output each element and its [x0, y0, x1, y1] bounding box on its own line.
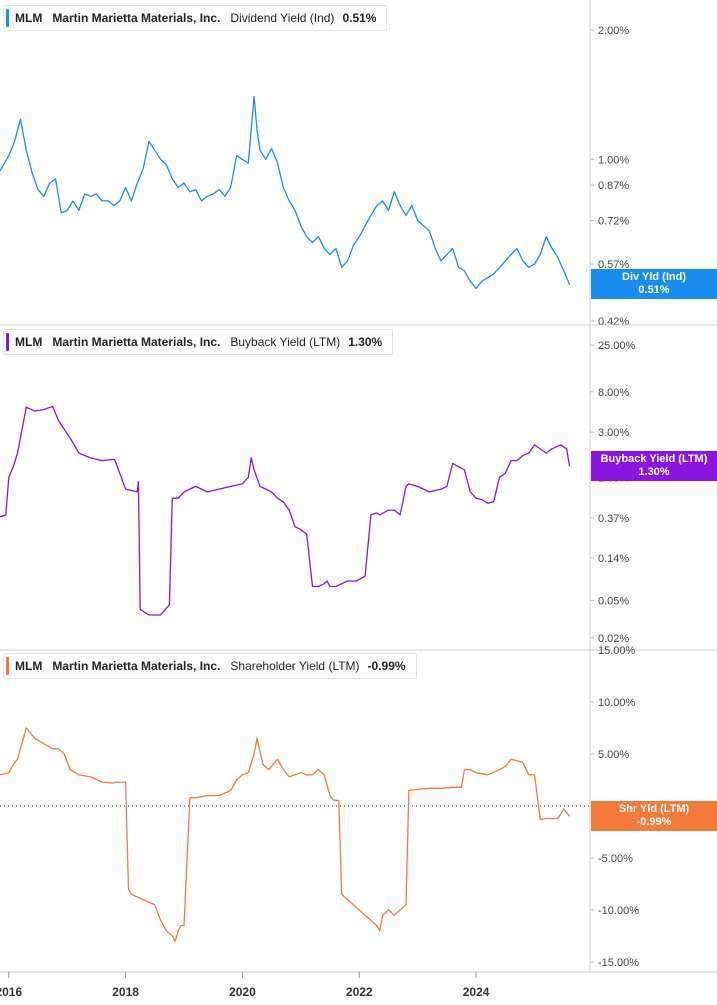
legend-company: Martin Marietta Materials, Inc. — [52, 11, 221, 25]
legend-metric: Buyback Yield (LTM) — [230, 335, 341, 349]
legend-value: 1.30% — [348, 335, 383, 349]
legend-ticker: MLM — [15, 11, 43, 25]
y-tick-label: 0.14% — [598, 553, 629, 565]
y-tick-label: 0.57% — [598, 259, 629, 271]
legend-color-swatch — [6, 9, 9, 27]
y-tick-label: 15.00% — [598, 645, 636, 657]
legend-metric: Shareholder Yield (LTM) — [230, 659, 360, 673]
legend-buyback-yield: MLM Martin Marietta Materials, Inc. Buyb… — [3, 329, 394, 355]
y-tick-label: 1.00% — [598, 154, 629, 166]
series-line-dividend-yield-ind — [0, 95, 571, 290]
y-tick-label: 0.37% — [598, 513, 629, 525]
x-tick-label: 2024 — [463, 985, 490, 999]
legend-company: Martin Marietta Materials, Inc. — [52, 335, 221, 349]
legend-value: -0.99% — [367, 659, 406, 673]
series-line-shareholder-yield-ltm — [0, 727, 571, 942]
x-tick-label: 2018 — [112, 985, 139, 999]
legend-value: 0.51% — [342, 11, 377, 25]
y-tick-label: -5.00% — [598, 853, 633, 865]
legend-ticker: MLM — [15, 659, 43, 673]
legend-metric: Dividend Yield (Ind) — [230, 11, 335, 25]
y-tick-label: 0.42% — [598, 316, 629, 328]
y-tick-label: 0.05% — [598, 595, 629, 607]
legend-color-swatch — [6, 657, 9, 675]
y-tick-label: 0.87% — [598, 180, 629, 192]
tag-value: 1.30% — [638, 466, 670, 478]
y-tick-label: 0.72% — [598, 216, 629, 228]
x-tick-label: 2020 — [229, 985, 256, 999]
y-tick-label: -15.00% — [598, 957, 639, 969]
y-tick-label: 5.00% — [598, 749, 629, 761]
x-tick-label: 2022 — [346, 985, 373, 999]
y-tick-label: 25.00% — [598, 340, 636, 352]
tag-buyback-yield: Buyback Yield (LTM) 1.30% — [591, 451, 717, 481]
legend-ticker: MLM — [15, 335, 43, 349]
tag-value: -0.99% — [636, 816, 672, 828]
x-tick-label: 2016 — [0, 985, 22, 999]
tag-label: Buyback Yield (LTM) — [600, 453, 708, 465]
tag-label: Div Yld (Ind) — [622, 271, 686, 283]
tag-label: Shr Yld (LTM) — [618, 803, 690, 815]
legend-shareholder-yield: MLM Martin Marietta Materials, Inc. Shar… — [3, 653, 417, 679]
y-tick-label: 3.00% — [598, 427, 629, 439]
y-tick-label: 2.00% — [598, 25, 629, 37]
y-tick-label: 8.00% — [598, 387, 629, 399]
legend-dividend-yield: MLM Martin Marietta Materials, Inc. Divi… — [3, 5, 388, 31]
tag-dividend-yield: Div Yld (Ind) 0.51% — [591, 269, 717, 299]
y-tick-label: 0.02% — [598, 633, 629, 645]
y-tick-label: -10.00% — [598, 905, 639, 917]
legend-color-swatch — [6, 333, 9, 351]
tag-shareholder-yield: Shr Yld (LTM) -0.99% — [591, 801, 717, 831]
legend-company: Martin Marietta Materials, Inc. — [52, 659, 221, 673]
tag-value: 0.51% — [638, 284, 670, 296]
series-line-buyback-yield-ltm — [0, 405, 571, 616]
y-tick-label: 10.00% — [598, 697, 636, 709]
